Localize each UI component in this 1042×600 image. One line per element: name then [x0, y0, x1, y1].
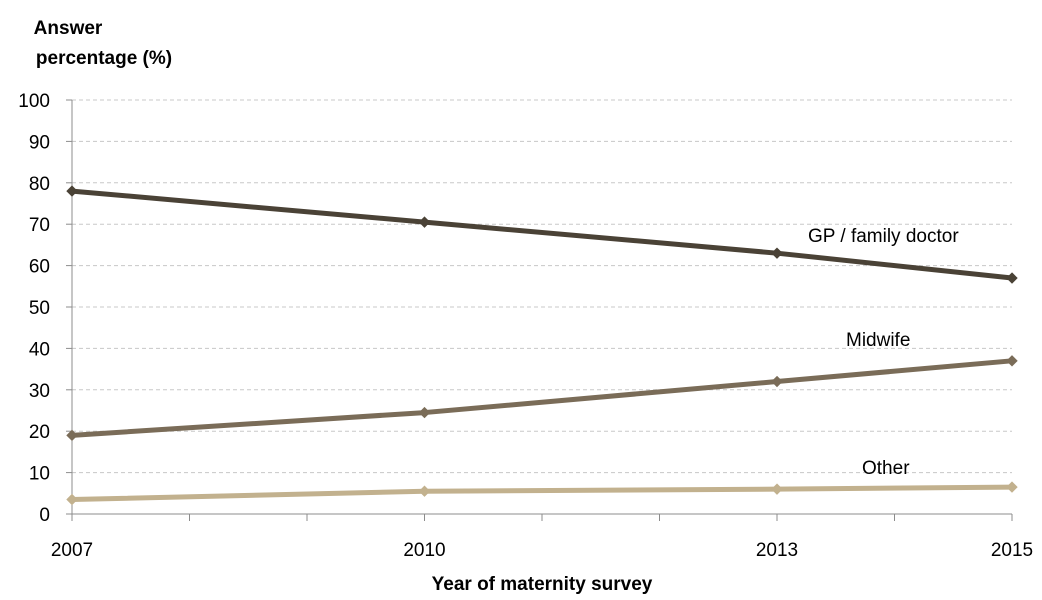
data-point-marker: [66, 185, 78, 197]
x-tick-label: 2013: [756, 540, 798, 561]
data-point-marker: [1006, 272, 1018, 284]
axes: 0 10 20 30 40 50 60 70 80 90 100 2007 2010 2013 2015: [18, 91, 1033, 561]
x-tick-label: 2007: [51, 540, 93, 561]
series-line-0: [71, 188, 1013, 281]
data-point-marker: [771, 247, 783, 259]
y-tick-label: 70: [29, 215, 50, 236]
gridlines: [72, 99, 1012, 474]
y-tick-label: 100: [18, 91, 50, 112]
data-point-marker: [1006, 481, 1018, 493]
data-point-marker: [771, 375, 783, 388]
data-point-marker: [418, 485, 431, 497]
series-label-midwife: Midwife: [846, 330, 910, 351]
labels: Answer percentage (%) Year of maternity …: [34, 18, 960, 595]
data-point-marker: [418, 406, 431, 419]
data-point-marker: [418, 216, 431, 228]
y-tick-label: 20: [29, 422, 50, 443]
y-tick-label: 60: [29, 257, 50, 278]
x-tick-label: 2010: [403, 540, 445, 561]
y-tick-label: 30: [29, 381, 50, 402]
series-label-gp: GP / family doctor: [808, 226, 959, 247]
y-tick-label: 50: [29, 298, 50, 319]
series-lines: [66, 185, 1018, 506]
data-point-marker: [66, 429, 78, 442]
y-axis-title-line-2: percentage (%): [36, 48, 172, 69]
data-point-marker: [771, 483, 783, 495]
x-tick-label: 2015: [991, 540, 1033, 561]
x-axis-title: Year of maternity survey: [432, 574, 653, 595]
data-point-marker: [1006, 355, 1018, 367]
series-line-2: [71, 484, 1013, 503]
y-tick-label: 80: [29, 174, 50, 195]
data-point-marker: [66, 493, 78, 506]
y-tick-label: 0: [39, 505, 50, 526]
y-tick-label: 40: [29, 339, 50, 360]
y-tick-label: 90: [29, 132, 50, 153]
series-line-1: [71, 358, 1013, 438]
y-tick-label: 10: [29, 464, 50, 485]
series-label-other: Other: [862, 458, 910, 479]
y-axis-title-line-1: Answer: [34, 18, 103, 39]
